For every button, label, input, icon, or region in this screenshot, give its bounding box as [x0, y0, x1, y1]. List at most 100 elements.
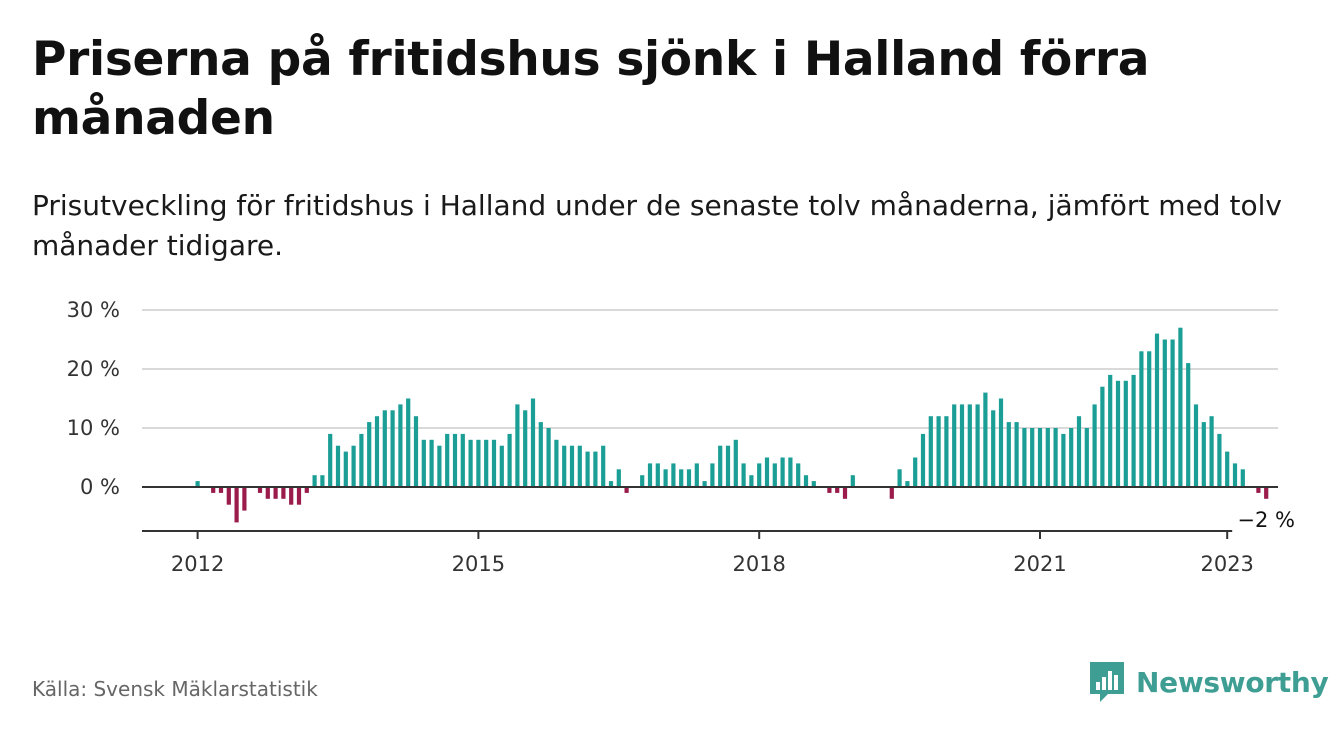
bar [538, 422, 543, 487]
bar [850, 475, 855, 487]
bar [1170, 339, 1175, 487]
bar [952, 404, 957, 487]
bar [515, 404, 520, 487]
bar [234, 487, 239, 523]
bar [1006, 422, 1011, 487]
bar [920, 433, 926, 487]
bar [718, 445, 723, 487]
bar [1108, 374, 1113, 487]
bar [429, 439, 434, 487]
bar [671, 463, 676, 487]
bar [484, 439, 489, 487]
bar [1209, 416, 1214, 487]
bar [562, 445, 567, 487]
x-tick-label: 2018 [732, 552, 785, 576]
bar [1162, 339, 1167, 487]
bar-chart-logo-icon [1090, 662, 1124, 702]
bar [655, 463, 660, 487]
bar [585, 451, 590, 487]
bar [320, 475, 325, 487]
bar [842, 487, 848, 499]
last-value-label: −2 % [1237, 508, 1295, 532]
bar [757, 463, 762, 487]
bar [499, 445, 504, 487]
bar [1193, 404, 1199, 487]
bar [827, 487, 832, 493]
bar [218, 487, 224, 493]
bar [725, 445, 731, 487]
bar [390, 410, 395, 487]
bar [772, 463, 777, 487]
y-tick-label: 20 % [67, 357, 120, 381]
bar [374, 416, 380, 487]
bar [382, 410, 387, 487]
bar [803, 475, 809, 487]
last-value-bg [1232, 507, 1301, 533]
bar [507, 433, 512, 487]
bar [608, 481, 614, 487]
bar [476, 439, 481, 487]
bar [289, 487, 294, 505]
x-tick-label: 2021 [1013, 552, 1066, 576]
bar [406, 398, 411, 487]
bar [242, 487, 247, 511]
bar-chart: 0 % 10 % 20 % 30 % 2012 2015 2018 2021 2023 −2 % [67, 298, 1301, 576]
bar [889, 487, 894, 499]
axes [142, 486, 1278, 539]
bar [211, 487, 216, 493]
bar [967, 404, 972, 487]
bar [1123, 380, 1128, 487]
bar [367, 422, 372, 487]
y-tick-label: 0 % [80, 475, 120, 499]
bar [1045, 428, 1050, 487]
bar [616, 469, 621, 487]
bar [647, 463, 653, 487]
bar [710, 463, 715, 487]
bar [593, 451, 598, 487]
y-tick-label: 30 % [67, 298, 120, 322]
bar [413, 416, 419, 487]
bar [780, 457, 785, 487]
brand-logo[interactable]: Newsworthy [1088, 660, 1329, 704]
bar [296, 487, 302, 505]
bar [1147, 351, 1152, 487]
bar [928, 416, 933, 487]
bar [460, 433, 465, 487]
bar [1186, 363, 1191, 487]
bar [577, 445, 582, 487]
bar [959, 404, 965, 487]
bar [702, 481, 707, 487]
chart-title: Priserna på fritidshus sjönk i Halland f… [32, 32, 1150, 146]
bar [983, 392, 988, 487]
chart-subtitle: Prisutveckling för fritidshus i Halland … [32, 189, 1282, 262]
bar [491, 439, 497, 487]
bar [445, 433, 450, 487]
bar [694, 463, 699, 487]
bar [1178, 327, 1183, 487]
bar [265, 487, 270, 499]
bar [1092, 404, 1097, 487]
bar [640, 475, 645, 487]
bar [764, 457, 770, 487]
bar [1037, 428, 1043, 487]
bar [1131, 374, 1136, 487]
bar [1139, 351, 1144, 487]
bar [991, 410, 996, 487]
bar [679, 469, 684, 487]
bar [1069, 428, 1074, 487]
bar [304, 487, 309, 493]
bar [998, 398, 1004, 487]
bar [1014, 422, 1019, 487]
bar [1217, 433, 1222, 487]
gridlines [142, 309, 1278, 429]
bar [523, 410, 528, 487]
bar [1076, 416, 1082, 487]
bar [1061, 433, 1066, 487]
bar [601, 445, 606, 487]
bar [936, 416, 941, 487]
bar [1201, 422, 1206, 487]
bar [1240, 469, 1245, 487]
bar [421, 439, 426, 487]
x-tick-label: 2023 [1200, 552, 1253, 576]
bar [1256, 487, 1261, 493]
